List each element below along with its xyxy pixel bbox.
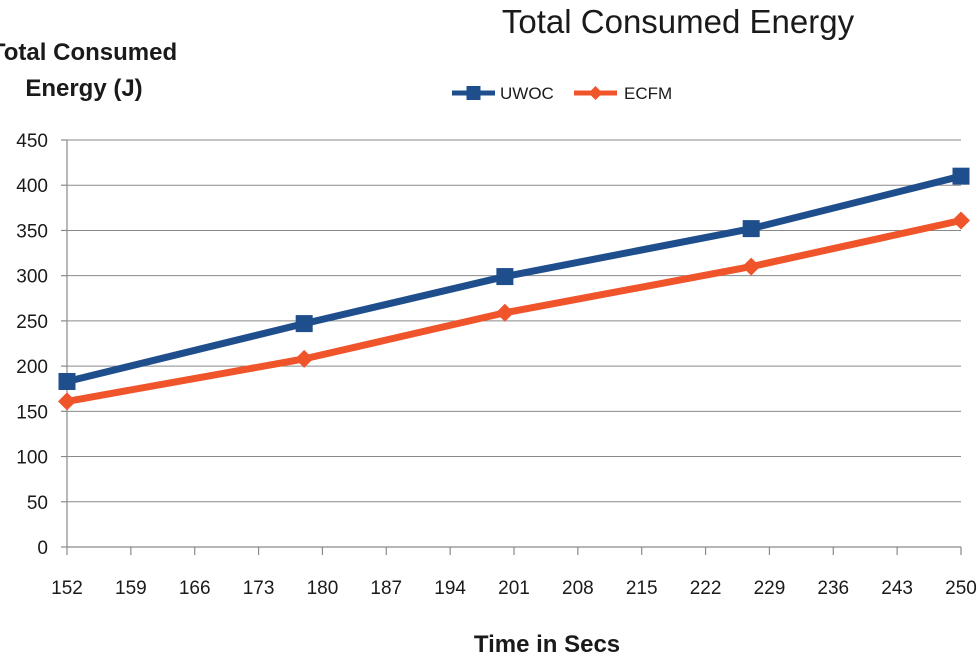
data-point-ecfm: [952, 211, 970, 230]
x-tick-label: 208: [562, 578, 594, 599]
data-point-uwoc: [952, 167, 970, 185]
y-tick-label: 300: [16, 267, 48, 288]
legend-item-uwoc: UWOC: [452, 84, 554, 103]
series-line-uwoc: [63, 172, 965, 385]
y-axis-ticks: 0 50 100 150 200 250 300 350 400 450: [16, 131, 48, 559]
y-tick-label: 350: [16, 221, 48, 242]
y-axis-title-line-1: Total Consumed: [0, 39, 177, 66]
x-tick-label: 166: [179, 578, 211, 599]
x-tick-label: 201: [498, 578, 530, 599]
x-tick-label: 250: [945, 578, 977, 599]
y-tick-label: 150: [16, 402, 48, 423]
y-tick-label: 0: [37, 538, 48, 559]
x-tick-label: 180: [307, 578, 339, 599]
data-point-uwoc: [496, 268, 514, 286]
y-tick-label: 50: [27, 493, 48, 514]
series-line-ecfm: [63, 216, 965, 405]
data-point-ecfm: [295, 349, 314, 368]
series-ecfm: [58, 211, 970, 411]
chart-title: Total Consumed Energy: [502, 3, 855, 40]
series-uwoc: [58, 167, 970, 390]
data-point-uwoc: [58, 372, 76, 390]
x-tick-label: 236: [817, 578, 849, 599]
legend: UWOC ECFM: [452, 84, 672, 103]
y-axis-title-line-2: Energy (J): [25, 75, 142, 102]
x-tick-label: 222: [690, 578, 722, 599]
x-axis-ticks: 152 159 166 173 180 187 194 201 208 215 222 229 236 2…: [51, 547, 977, 599]
y-tick-label: 200: [16, 357, 48, 378]
data-point-ecfm: [495, 303, 514, 322]
x-tick-label: 152: [51, 578, 83, 599]
legend-label: ECFM: [624, 84, 672, 103]
x-tick-label: 159: [115, 578, 147, 599]
data-point-ecfm: [742, 257, 761, 276]
y-tick-label: 450: [16, 131, 48, 152]
x-axis-title: Time in Secs: [474, 631, 620, 658]
legend-item-ecfm: ECFM: [574, 84, 672, 103]
x-tick-label: 173: [243, 578, 275, 599]
legend-label: UWOC: [500, 84, 554, 103]
y-tick-label: 100: [16, 448, 48, 469]
x-tick-label: 229: [754, 578, 786, 599]
x-tick-label: 194: [434, 578, 466, 599]
x-tick-label: 243: [881, 578, 913, 599]
data-point-uwoc: [295, 315, 313, 333]
y-tick-label: 400: [16, 176, 48, 197]
x-tick-label: 187: [370, 578, 402, 599]
legend-swatch-marker: [466, 86, 481, 100]
data-point-ecfm: [58, 392, 76, 411]
legend-swatch-marker: [588, 86, 603, 100]
y-tick-label: 250: [16, 312, 48, 333]
data-point-uwoc: [742, 220, 760, 238]
grid: [61, 139, 961, 548]
x-tick-label: 215: [626, 578, 658, 599]
series: [58, 167, 970, 411]
